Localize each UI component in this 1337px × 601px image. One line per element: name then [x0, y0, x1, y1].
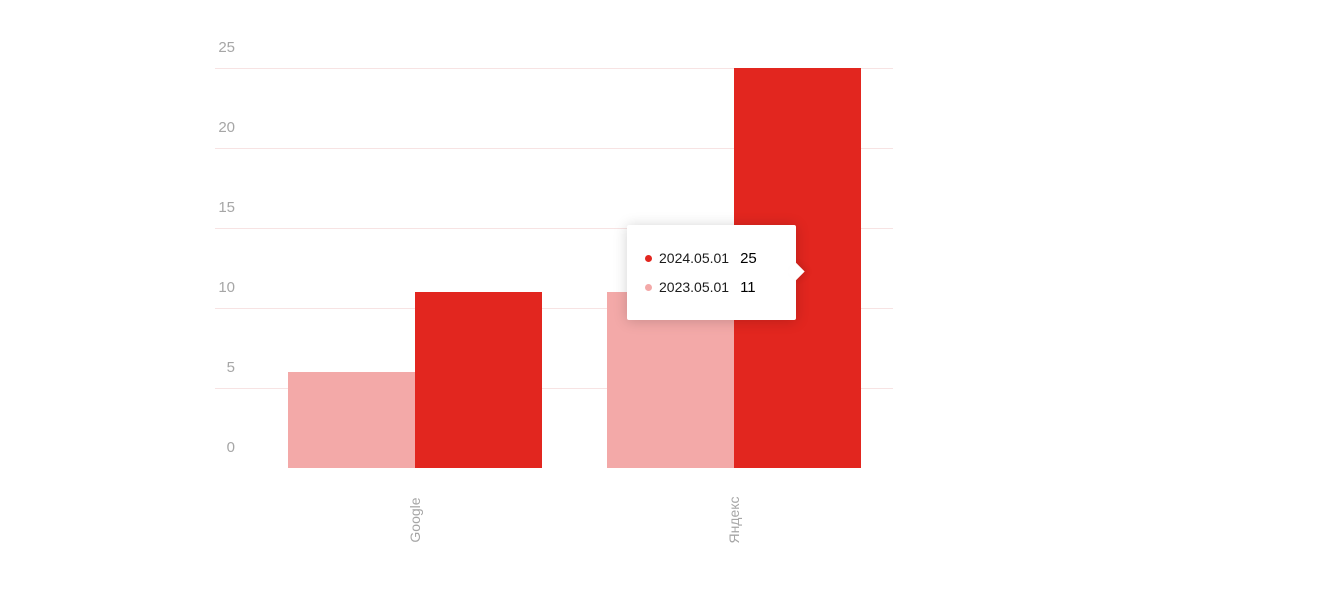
- x-axis-label-yandex: Яндекс: [726, 496, 742, 544]
- y-axis-label: 0: [226, 439, 235, 456]
- bar-google-2023[interactable]: [288, 372, 415, 468]
- gridline: [215, 308, 893, 309]
- gridline: [215, 68, 893, 69]
- series-2023-dot-icon: [645, 283, 652, 291]
- y-axis-label: 20: [218, 119, 235, 136]
- tooltip-series-label: 2024.05.01: [659, 250, 730, 266]
- bar-google-2024[interactable]: [415, 292, 542, 468]
- gridline: [215, 388, 893, 389]
- y-axis-label: 10: [218, 279, 235, 296]
- y-axis-label: 25: [218, 39, 235, 56]
- tooltip-series-value: 25: [740, 249, 757, 267]
- tooltip-row-2024: 2024.05.01 25: [645, 248, 778, 268]
- bar-yandex-2023[interactable]: [607, 292, 734, 468]
- y-axis-label: 15: [218, 199, 235, 216]
- tooltip-series-value: 11: [740, 278, 756, 296]
- gridline: [215, 148, 893, 149]
- tooltip-row-2023: 2023.05.01 11: [645, 277, 778, 297]
- series-2024-dot-icon: [645, 254, 652, 262]
- chart-tooltip: 2024.05.01 25 2023.05.01 11: [627, 225, 805, 320]
- x-axis-label-google: Google: [407, 497, 423, 543]
- tooltip-series-label: 2023.05.01: [659, 279, 730, 295]
- y-axis-label: 5: [226, 359, 235, 376]
- gridline: [215, 228, 893, 229]
